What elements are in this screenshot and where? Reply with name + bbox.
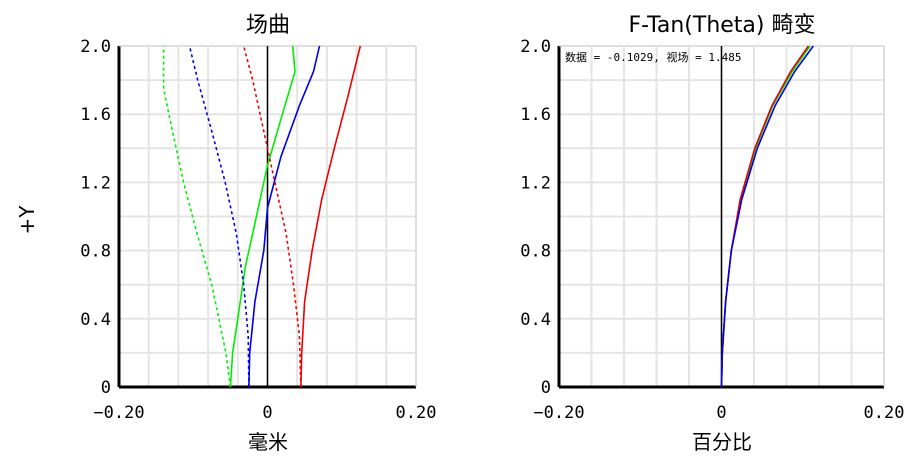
y-tick-label: 2.0 bbox=[80, 37, 111, 57]
y-tick-label: 0.8 bbox=[80, 242, 111, 262]
y-tick-label: 2.0 bbox=[520, 37, 551, 57]
y-tick-label: 0 bbox=[101, 378, 111, 398]
series-line-sagittal bbox=[242, 45, 302, 388]
series-line-tangential bbox=[229, 45, 296, 388]
data-readout: 数据 = -0.1029, 视场 = 1.485 bbox=[565, 50, 741, 64]
x-axis-label: 百分比 bbox=[692, 430, 752, 454]
y-tick-label: 0.8 bbox=[520, 242, 551, 262]
x-tick-label: 0.20 bbox=[396, 403, 437, 423]
y-tick-label: 0.4 bbox=[520, 310, 551, 330]
y-tick-label: 1.2 bbox=[80, 173, 111, 193]
chart-title: 场曲 bbox=[246, 13, 290, 38]
y-tick-label: 0 bbox=[541, 378, 551, 398]
x-tick-label: 0.20 bbox=[864, 403, 905, 423]
x-tick-label: −0.20 bbox=[533, 403, 584, 423]
y-tick-label: 1.2 bbox=[520, 173, 551, 193]
distortion-chart: 0 0.4 0.8 1.2 1.6 2.0 −0.20 0 0.20 F-Tan(Theta) … bbox=[520, 13, 904, 454]
series-line-tangential bbox=[720, 45, 814, 388]
series-line-tangential bbox=[300, 45, 362, 388]
y-axis-label: +Y bbox=[15, 205, 39, 235]
plot-area: 0 0.4 0.8 1.2 1.6 2.0 −0.20 0 0.20 bbox=[80, 37, 436, 423]
x-axis-label: 毫米 bbox=[248, 430, 288, 454]
chart-title: F-Tan(Theta) 畸变 bbox=[629, 13, 816, 38]
x-tick-label: 0 bbox=[716, 403, 726, 423]
series-line-tangential bbox=[248, 45, 321, 388]
x-tick-label: 0 bbox=[262, 403, 272, 423]
x-tick-label: −0.20 bbox=[93, 403, 144, 423]
series-line-sagittal bbox=[188, 45, 250, 388]
plot-area: 0 0.4 0.8 1.2 1.6 2.0 −0.20 0 0.20 bbox=[520, 37, 904, 423]
y-tick-label: 1.6 bbox=[520, 105, 551, 125]
y-tick-label: 1.6 bbox=[80, 105, 111, 125]
y-tick-label: 0.4 bbox=[80, 310, 111, 330]
field-curvature-chart: 0 0.4 0.8 1.2 1.6 2.0 −0.20 0 0.20 场曲 毫米 bbox=[80, 13, 436, 454]
